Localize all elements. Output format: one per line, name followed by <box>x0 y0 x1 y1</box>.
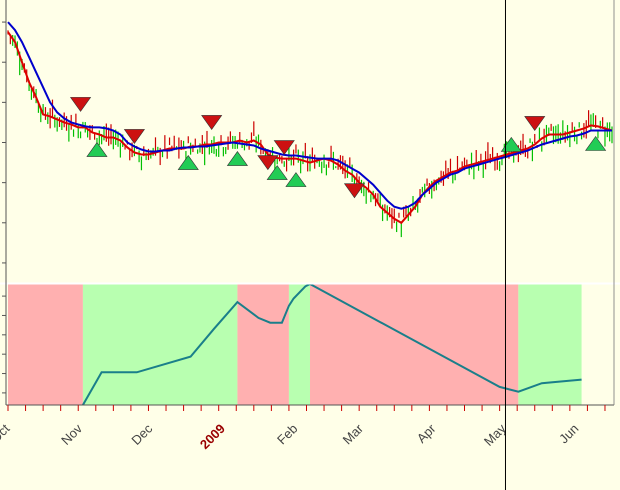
x-axis-labels: Oct Nov Dec 2009 Feb Mar Apr May Jun <box>0 420 581 452</box>
bullish-region <box>82 284 238 405</box>
sell-marker <box>69 97 92 112</box>
buy-marker <box>500 136 522 152</box>
x-tick-label: 2009 <box>197 421 228 452</box>
sell-marker <box>273 140 295 156</box>
axes <box>0 0 620 411</box>
bearish-region <box>310 284 519 405</box>
sell-marker <box>524 116 546 131</box>
buy-marker <box>86 142 108 157</box>
buy-marker <box>285 172 307 187</box>
x-tick-label: Jun <box>556 421 581 446</box>
buy-marker <box>226 151 249 166</box>
bullish-region <box>518 284 582 405</box>
sell-marker <box>343 183 366 199</box>
fast-moving-average-line <box>7 31 613 225</box>
buy-marker <box>177 155 199 170</box>
x-tick-label: Nov <box>58 421 85 448</box>
x-tick-label: Apr <box>414 420 439 445</box>
sell-marker <box>123 129 146 144</box>
oscillator-panel <box>0 282 620 406</box>
price-panel-background <box>0 0 620 283</box>
buy-marker <box>266 165 288 180</box>
sell-marker <box>201 115 223 130</box>
x-tick-label: Mar <box>340 420 367 447</box>
buy-marker <box>585 135 607 151</box>
sell-marker <box>257 155 279 171</box>
x-tick-label: Dec <box>128 421 155 448</box>
x-tick-label: May <box>481 421 509 449</box>
bearish-region <box>8 284 83 405</box>
moving-averages <box>7 21 613 225</box>
bullish-region <box>288 284 310 405</box>
bearish-region <box>237 284 289 405</box>
signal-markers <box>69 97 607 199</box>
slow-moving-average-line <box>7 21 612 210</box>
x-tick-label: Feb <box>274 421 300 447</box>
x-tick-label: Oct <box>0 421 13 446</box>
